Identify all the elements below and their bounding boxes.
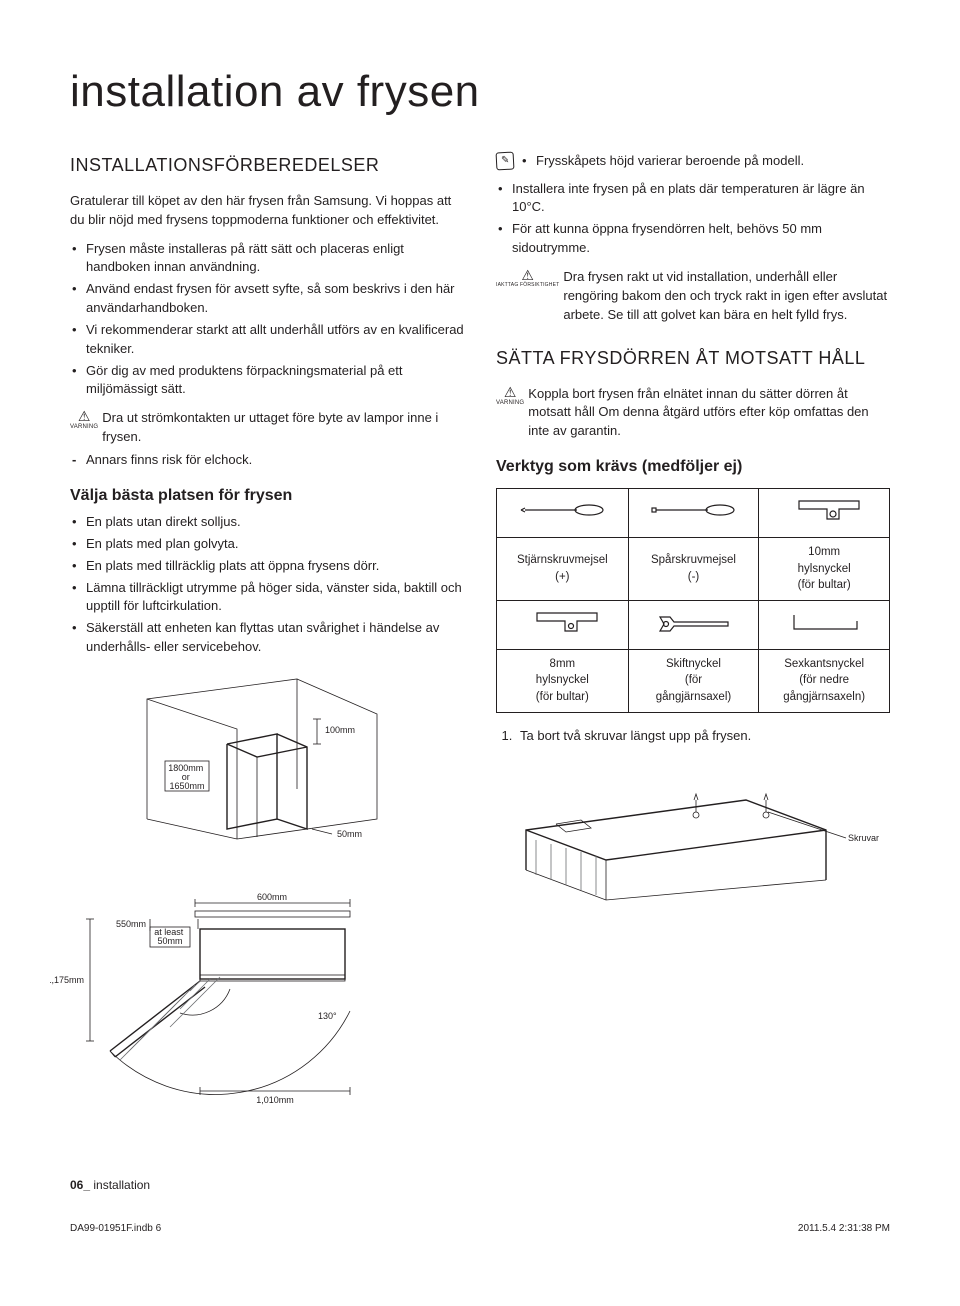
dim-depth: 550mm [116,919,146,929]
subheading-tools: Verktyg som krävs (medföljer ej) [496,455,890,478]
right-column: ✎ Frysskåpets höjd varierar beroende på … [496,152,890,1117]
print-footer: DA99-01951F.indb 6 2011.5.4 2:31:38 PM [70,1222,890,1237]
steps-list: Ta bort två skruvar längst upp på frysen… [496,727,890,746]
location-bullets: En plats utan direkt solljus. En plats m… [70,513,464,657]
list-item: Gör dig av med produktens förpackningsma… [70,362,464,400]
tool-label: 8mmhylsnyckel(för bultar) [497,649,629,712]
list-item: Använd endast frysen för avsett syfte, s… [70,280,464,318]
svg-text:at least 50mm: at least 50mm [154,927,186,946]
page-footer: 06_ installation [70,1177,890,1194]
dim-swing: 1,010mm [256,1095,294,1105]
warning-row-reverse: ⚠ VARNING Koppla bort frysen från elnäte… [496,385,890,442]
list-item: En plats med tillräcklig plats att öppna… [70,557,464,576]
list-item: För att kunna öppna frysendörren helt, b… [496,220,890,258]
note-icon: ✎ [496,151,515,170]
dim-width: 600mm [257,892,287,902]
subheading-location: Välja bästa platsen för frysen [70,484,464,507]
note-row: ✎ Frysskåpets höjd varierar beroende på … [496,152,890,174]
section-heading-prep: INSTALLATIONSFÖRBEREDELSER [70,152,464,178]
dim-height: 1800mm or 1650mm [168,763,206,791]
tool-label: Sexkantsnyckel(för nedregångjärnsaxeln) [759,649,890,712]
tool-image [497,601,629,650]
tool-image [628,601,759,650]
screws-label: Skruvar [848,833,879,843]
left-column: INSTALLATIONSFÖRBEREDELSER Gratulerar ti… [70,152,464,1117]
print-file: DA99-01951F.indb 6 [70,1222,161,1237]
clearance-diagram: 100mm 1800mm or 1650mm 50mm [70,669,464,865]
prep-bullets: Frysen måste installeras på rätt sätt oc… [70,240,464,400]
warning-icon: ⚠ VARNING [496,385,524,408]
list-item: Lämna tillräckligt utrymme på höger sida… [70,579,464,617]
warning-consequence: Annars finns risk för elchock. [70,451,464,470]
list-item: Frysskåpets höjd varierar beroende på mo… [520,152,804,171]
dim-top: 100mm [325,725,355,735]
tool-image [497,489,629,538]
footprint-diagram: 600mm at least 50mm 550mm 1,175mm [50,891,464,1117]
warning-icon: ⚠ VARNING [70,409,98,432]
warning-row: ⚠ VARNING Dra ut strömkontakten ur uttag… [70,409,464,447]
list-item: Frysen måste installeras på rätt sätt oc… [70,240,464,278]
list-item: Säkerställ att enheten kan flyttas utan … [70,619,464,657]
warning-text: Dra ut strömkontakten ur uttaget före by… [102,409,464,447]
page-title: installation av frysen [70,60,890,124]
print-timestamp: 2011.5.4 2:31:38 PM [798,1222,890,1237]
step-item: Ta bort två skruvar längst upp på frysen… [516,727,890,746]
content-columns: INSTALLATIONSFÖRBEREDELSER Gratulerar ti… [70,152,890,1117]
tools-table: Stjärnskruvmejsel(+) Spårskruvmejsel(-) … [496,488,890,712]
caution-icon: ⚠ IAKTTAG FÖRSIKTIGHET [496,268,559,289]
tool-label: Skiftnyckel(förgångjärnsaxel) [628,649,759,712]
list-item: Vi rekommenderar starkt att allt underhå… [70,321,464,359]
top-bullets: Installera inte frysen på en plats där t… [496,180,890,258]
tool-label: 10mmhylsnyckel(för bultar) [759,538,890,601]
top-removal-diagram: Skruvar [496,760,890,916]
tool-label: Stjärnskruvmejsel(+) [497,538,629,601]
tool-image [628,489,759,538]
dim-side: 50mm [337,829,362,839]
dim-angle: 130° [318,1011,337,1021]
section-heading-reverse: SÄTTA FRYSDÖRREN ÅT MOTSATT HÅLL [496,345,890,371]
list-item: En plats utan direkt solljus. [70,513,464,532]
list-item: En plats med plan golvyta. [70,535,464,554]
dim-totaldepth: 1,175mm [50,975,84,985]
tool-label: Spårskruvmejsel(-) [628,538,759,601]
intro-paragraph: Gratulerar till köpet av den här frysen … [70,192,464,230]
tool-image [759,489,890,538]
warning-reverse-text: Koppla bort frysen från elnätet innan du… [528,385,890,442]
caution-text: Dra frysen rakt ut vid installation, und… [563,268,890,325]
list-item: Installera inte frysen på en plats där t… [496,180,890,218]
caution-row: ⚠ IAKTTAG FÖRSIKTIGHET Dra frysen rakt u… [496,268,890,325]
tool-image [759,601,890,650]
